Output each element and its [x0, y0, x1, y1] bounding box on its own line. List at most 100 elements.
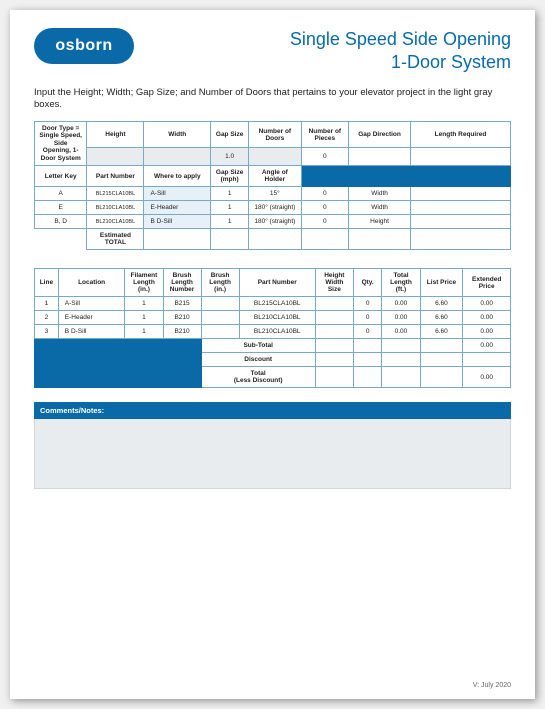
- h-height: Height: [87, 121, 144, 148]
- p2-qty: 0: [353, 325, 382, 339]
- r2-gap: 1: [211, 215, 249, 229]
- p0-flen: 1: [125, 297, 163, 311]
- r2-apply: B D-Sill: [144, 215, 211, 229]
- r1-pieces: 0: [301, 201, 349, 215]
- gap-input[interactable]: 1.0: [211, 148, 249, 166]
- r1-gap: 1: [211, 201, 249, 215]
- h-pieces: Number of Pieces: [301, 121, 349, 148]
- h-doors: Number of Doors: [249, 121, 301, 148]
- r2-pieces: 0: [301, 215, 349, 229]
- h-width: Width: [144, 121, 211, 148]
- pieces-val: 0: [301, 148, 349, 166]
- p0-blen: [201, 297, 239, 311]
- ph-part: Part Number: [239, 269, 315, 297]
- r2-len: [411, 215, 511, 229]
- lenreq-val: [411, 148, 511, 166]
- subtotal-row: Sub-Total 0.00: [35, 339, 511, 353]
- r1-apply: E-Header: [144, 201, 211, 215]
- r0-dir: Width: [349, 187, 411, 201]
- sh-apply: Where to apply: [144, 166, 211, 187]
- p0-bnum: B215: [163, 297, 201, 311]
- r2-angle: 180° (straight): [249, 215, 301, 229]
- table-row: 2 E-Header 1 B210 BL210CLA10BL 0 0.00 6.…: [35, 311, 511, 325]
- p2-loc: B D-Sill: [58, 325, 125, 339]
- p2-tlen: 0.00: [382, 325, 420, 339]
- ph-blen: Brush Length (in.): [201, 269, 239, 297]
- p1-part: BL210CLA10BL: [239, 311, 315, 325]
- r2-letter: B, D: [35, 215, 87, 229]
- version-text: V: July 2020: [473, 682, 511, 689]
- p1-qty: 0: [353, 311, 382, 325]
- sh-gapmph: Gap Size (mph): [211, 166, 249, 187]
- comments-input[interactable]: [34, 419, 511, 489]
- sh-part: Part Number: [87, 166, 144, 187]
- discount-label: Discount: [201, 353, 315, 367]
- r1-len: [411, 201, 511, 215]
- p2-bnum: B210: [163, 325, 201, 339]
- header: osborn Single Speed Side Opening 1-Door …: [34, 28, 511, 73]
- height-input[interactable]: [87, 148, 144, 166]
- r0-angle: 15°: [249, 187, 301, 201]
- h-gap: Gap Size: [211, 121, 249, 148]
- p0-loc: A-Sill: [58, 297, 125, 311]
- gapdir-val: [349, 148, 411, 166]
- sh-angle: Angle of Holder: [249, 166, 301, 187]
- table-row: B, D BL210CLA10BL B D-Sill 1 180° (strai…: [35, 215, 511, 229]
- total-label: Total (Less Discount): [201, 367, 315, 388]
- p0-line: 1: [35, 297, 59, 311]
- total-row: Estimated TOTAL: [35, 229, 511, 250]
- r0-letter: A: [35, 187, 87, 201]
- table-row: 3 B D-Sill 1 B210 BL210CLA10BL 0 0.00 6.…: [35, 325, 511, 339]
- p1-bnum: B210: [163, 311, 201, 325]
- blue-block: [35, 339, 202, 388]
- p2-part: BL210CLA10BL: [239, 325, 315, 339]
- config-input-row: 1.0 0: [35, 148, 511, 166]
- ph-qty: Qty.: [353, 269, 382, 297]
- p1-flen: 1: [125, 311, 163, 325]
- p2-blen: [201, 325, 239, 339]
- total-val: 0.00: [463, 367, 511, 388]
- p0-ext: 0.00: [463, 297, 511, 311]
- r0-apply: A-Sill: [144, 187, 211, 201]
- comments-header: Comments/Notes:: [34, 402, 511, 419]
- title-line1: Single Speed Side Opening: [290, 29, 511, 49]
- ph-flen: Filament Length (in.): [125, 269, 163, 297]
- r0-len: [411, 187, 511, 201]
- p0-part: BL215CLA10BL: [239, 297, 315, 311]
- discount-val: [463, 353, 511, 367]
- width-input[interactable]: [144, 148, 211, 166]
- subtotal-label: Sub-Total: [201, 339, 315, 353]
- pricing-table: Line Location Filament Length (in.) Brus…: [34, 268, 511, 388]
- table-row: E BL210CLA10BL E-Header 1 180° (straight…: [35, 201, 511, 215]
- p2-ext: 0.00: [463, 325, 511, 339]
- table-row: 1 A-Sill 1 B215 BL215CLA10BL 0 0.00 6.60…: [35, 297, 511, 311]
- page-title: Single Speed Side Opening 1-Door System: [290, 28, 511, 73]
- doors-input[interactable]: [249, 148, 301, 166]
- p1-loc: E-Header: [58, 311, 125, 325]
- p2-flen: 1: [125, 325, 163, 339]
- blank-blue: [301, 166, 510, 187]
- p0-hws: [315, 297, 353, 311]
- h-gapdir: Gap Direction: [349, 121, 411, 148]
- ph-bnum: Brush Length Number: [163, 269, 201, 297]
- config-table: Door Type = Single Speed, Side Opening, …: [34, 121, 511, 250]
- subtotal-val: 0.00: [463, 339, 511, 353]
- p2-list: 6.60: [420, 325, 463, 339]
- h-door-type: Door Type = Single Speed, Side Opening, …: [35, 121, 87, 165]
- ph-list: List Price: [420, 269, 463, 297]
- title-line2: 1-Door System: [391, 52, 511, 72]
- p2-hws: [315, 325, 353, 339]
- ph-tlen: Total Length (ft.): [382, 269, 420, 297]
- p1-blen: [201, 311, 239, 325]
- sh-letter: Letter Key: [35, 166, 87, 187]
- p0-tlen: 0.00: [382, 297, 420, 311]
- r0-gap: 1: [211, 187, 249, 201]
- r1-dir: Width: [349, 201, 411, 215]
- pricing-header-row: Line Location Filament Length (in.) Brus…: [35, 269, 511, 297]
- p1-tlen: 0.00: [382, 311, 420, 325]
- r0-pieces: 0: [301, 187, 349, 201]
- table-row: A BL215CLA10BL A-Sill 1 15° 0 Width: [35, 187, 511, 201]
- h-lenreq: Length Required: [411, 121, 511, 148]
- p0-list: 6.60: [420, 297, 463, 311]
- p1-ext: 0.00: [463, 311, 511, 325]
